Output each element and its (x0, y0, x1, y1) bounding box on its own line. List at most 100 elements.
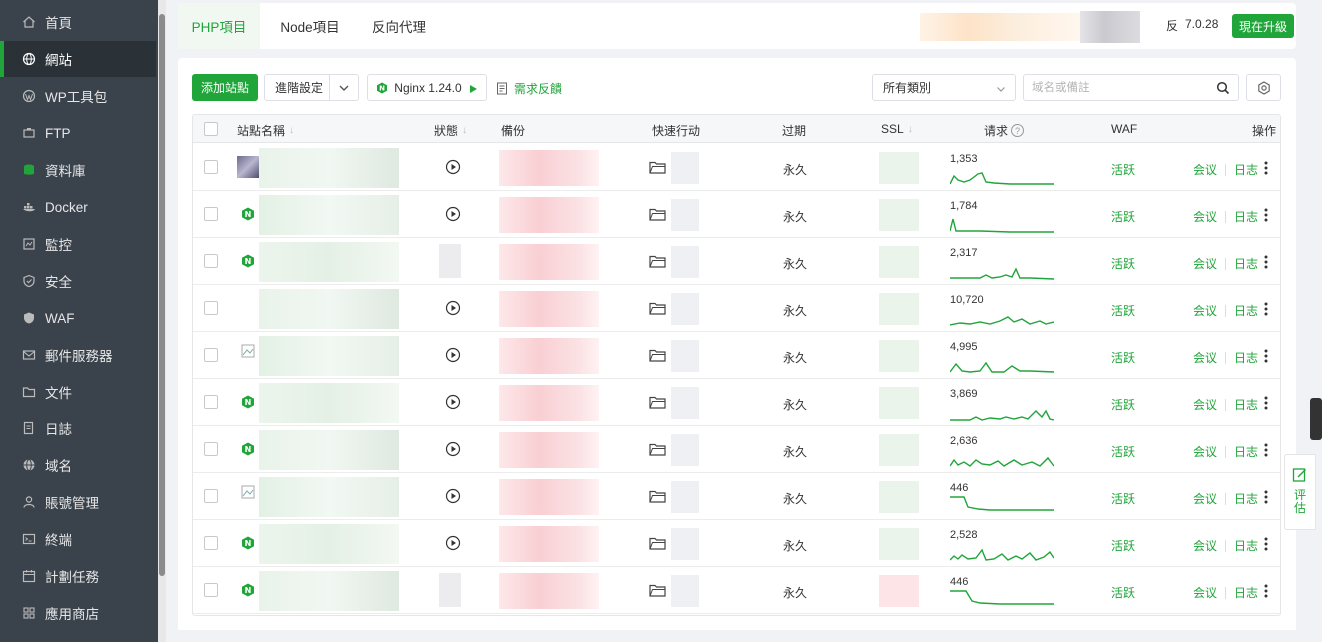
feedback-link[interactable]: 需求反饋 (496, 80, 562, 97)
more-vertical-icon[interactable] (1261, 160, 1271, 176)
sidebar-item-10[interactable]: 文件 (0, 374, 156, 410)
meeting-link[interactable]: 会议 (1193, 398, 1218, 412)
play-circle-icon[interactable] (445, 347, 461, 363)
nginx-version-button[interactable]: N Nginx 1.24.0 (367, 74, 487, 101)
log-link[interactable]: 日志 (1234, 445, 1259, 459)
play-circle-icon[interactable] (445, 206, 461, 222)
waf-status[interactable]: 活跃 (1111, 304, 1136, 318)
waf-status[interactable]: 活跃 (1111, 257, 1136, 271)
row-checkbox[interactable] (204, 395, 218, 409)
meeting-link[interactable]: 会议 (1193, 445, 1218, 459)
play-circle-icon[interactable] (445, 535, 461, 551)
sidebar-item-15[interactable]: 計劃任務 (0, 558, 156, 594)
waf-status[interactable]: 活跃 (1111, 398, 1136, 412)
row-checkbox[interactable] (204, 254, 218, 268)
more-vertical-icon[interactable] (1261, 348, 1271, 364)
sidebar-item-6[interactable]: 監控 (0, 226, 156, 262)
meeting-link[interactable]: 会议 (1193, 257, 1218, 271)
row-checkbox[interactable] (204, 348, 218, 362)
folder-icon[interactable] (649, 208, 666, 221)
folder-icon[interactable] (649, 443, 666, 456)
meeting-link[interactable]: 会议 (1193, 304, 1218, 318)
column-status[interactable]: 狀態 ↓ (434, 122, 467, 139)
waf-status[interactable]: 活跃 (1111, 492, 1136, 506)
waf-status[interactable]: 活跃 (1111, 163, 1136, 177)
evaluate-float-button[interactable]: 评估 (1284, 454, 1316, 530)
sidebar-item-0[interactable]: 首頁 (0, 4, 156, 40)
column-settings-button[interactable] (1246, 74, 1281, 101)
sidebar-item-8[interactable]: WAF (0, 300, 156, 336)
meeting-link[interactable]: 会议 (1193, 163, 1218, 177)
sidebar-item-9[interactable]: 郵件服務器 (0, 337, 156, 373)
add-site-button[interactable]: 添加站點 (192, 74, 258, 101)
folder-icon[interactable] (649, 349, 666, 362)
meeting-link[interactable]: 会议 (1193, 351, 1218, 365)
folder-icon[interactable] (649, 537, 666, 550)
log-link[interactable]: 日志 (1234, 398, 1259, 412)
sidebar-item-4[interactable]: 資料庫 (0, 152, 156, 188)
row-checkbox[interactable] (204, 207, 218, 221)
row-checkbox[interactable] (204, 489, 218, 503)
waf-status[interactable]: 活跃 (1111, 539, 1136, 553)
more-vertical-icon[interactable] (1261, 301, 1271, 317)
row-checkbox[interactable] (204, 301, 218, 315)
sidebar-scrollbar[interactable] (158, 0, 166, 642)
log-link[interactable]: 日志 (1234, 210, 1259, 224)
search-input[interactable] (1024, 75, 1204, 100)
sidebar-item-11[interactable]: 日誌 (0, 410, 156, 446)
play-circle-icon[interactable] (445, 300, 461, 316)
tab-php-project[interactable]: PHP項目 (178, 3, 260, 49)
sidebar-item-14[interactable]: 終端 (0, 521, 156, 557)
log-link[interactable]: 日志 (1234, 304, 1259, 318)
upgrade-now-button[interactable]: 現在升級 (1232, 14, 1294, 38)
log-link[interactable]: 日志 (1234, 257, 1259, 271)
tab-node-project[interactable]: Node項目 (280, 20, 340, 35)
row-checkbox[interactable] (204, 442, 218, 456)
meeting-link[interactable]: 会议 (1193, 586, 1218, 600)
log-link[interactable]: 日志 (1234, 539, 1259, 553)
column-site-name[interactable]: 站點名稱 ↓ (237, 122, 294, 139)
tab-reverse-proxy[interactable]: 反向代理 (372, 20, 426, 35)
column-ssl[interactable]: SSL ↓ (881, 122, 913, 136)
chevron-down-icon[interactable] (338, 82, 350, 94)
sidebar-item-1[interactable]: 網站 (0, 41, 156, 77)
sidebar-item-2[interactable]: WP工具包 (0, 78, 156, 114)
more-vertical-icon[interactable] (1261, 583, 1271, 599)
waf-status[interactable]: 活跃 (1111, 586, 1136, 600)
sidebar-scroll-thumb[interactable] (159, 14, 165, 576)
search-icon[interactable] (1216, 81, 1230, 95)
row-checkbox[interactable] (204, 160, 218, 174)
sidebar-item-12[interactable]: 域名 (0, 447, 156, 483)
meeting-link[interactable]: 会议 (1193, 539, 1218, 553)
folder-icon[interactable] (649, 490, 666, 503)
waf-status[interactable]: 活跃 (1111, 445, 1136, 459)
help-icon[interactable]: ? (1011, 124, 1025, 137)
folder-icon[interactable] (649, 584, 666, 597)
advanced-settings-button[interactable]: 進階設定 (264, 74, 359, 101)
sidebar-item-3[interactable]: FTP (0, 115, 156, 151)
sidebar-item-16[interactable]: 應用商店 (0, 595, 156, 631)
meeting-link[interactable]: 会议 (1193, 210, 1218, 224)
meeting-link[interactable]: 会议 (1193, 492, 1218, 506)
folder-icon[interactable] (649, 161, 666, 174)
more-vertical-icon[interactable] (1261, 207, 1271, 223)
play-circle-icon[interactable] (445, 394, 461, 410)
play-circle-icon[interactable] (445, 159, 461, 175)
more-vertical-icon[interactable] (1261, 395, 1271, 411)
log-link[interactable]: 日志 (1234, 492, 1259, 506)
waf-status[interactable]: 活跃 (1111, 210, 1136, 224)
play-circle-icon[interactable] (445, 441, 461, 457)
more-vertical-icon[interactable] (1261, 536, 1271, 552)
folder-icon[interactable] (649, 302, 666, 315)
row-checkbox[interactable] (204, 536, 218, 550)
folder-icon[interactable] (649, 255, 666, 268)
waf-status[interactable]: 活跃 (1111, 351, 1136, 365)
log-link[interactable]: 日志 (1234, 351, 1259, 365)
log-link[interactable]: 日志 (1234, 586, 1259, 600)
more-vertical-icon[interactable] (1261, 442, 1271, 458)
more-vertical-icon[interactable] (1261, 254, 1271, 270)
select-all-checkbox[interactable] (204, 122, 218, 136)
sidebar-item-5[interactable]: Docker (0, 189, 156, 225)
more-vertical-icon[interactable] (1261, 489, 1271, 505)
sidebar-item-13[interactable]: 賬號管理 (0, 484, 156, 520)
